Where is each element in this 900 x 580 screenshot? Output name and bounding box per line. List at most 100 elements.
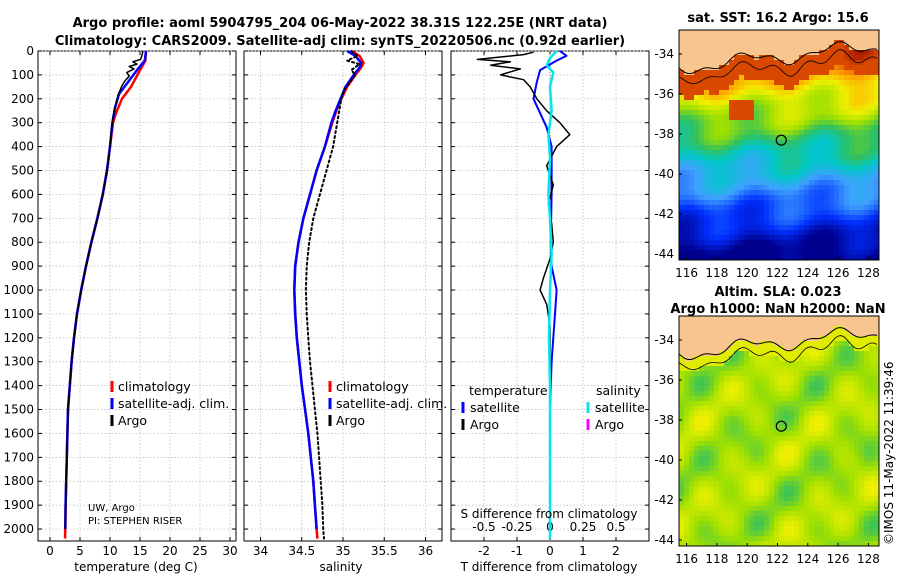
map-cell: [769, 476, 775, 482]
map-cell: [689, 200, 695, 206]
map-cell: [829, 100, 835, 106]
map-cell: [814, 120, 820, 126]
map-cell: [684, 90, 690, 96]
map-cell: [699, 331, 705, 337]
map-cell: [799, 195, 805, 201]
map-cell: [869, 110, 875, 116]
map-cell: [809, 60, 815, 66]
map-cell: [694, 205, 700, 211]
map-cell: [684, 321, 690, 327]
map-cell: [844, 471, 850, 477]
map-cell: [719, 421, 725, 427]
map-cell: [734, 516, 740, 522]
map-cell: [809, 416, 815, 422]
map-cell: [844, 316, 850, 322]
map-cell: [774, 90, 780, 96]
map-cell: [724, 205, 730, 211]
map-cell: [829, 55, 835, 61]
map-cell: [809, 220, 815, 226]
map-cell: [729, 100, 735, 106]
map-cell: [719, 175, 725, 181]
map-x-tick-label: 124: [796, 552, 819, 566]
map-cell: [784, 105, 790, 111]
map-cell: [684, 180, 690, 186]
map-cell: [769, 516, 775, 522]
map-cell: [874, 456, 879, 462]
map-cell: [679, 446, 685, 452]
map-cell: [819, 90, 825, 96]
map-cell: [714, 30, 720, 36]
map-cell: [769, 250, 775, 256]
map-cell: [819, 200, 825, 206]
map-cell: [749, 426, 755, 432]
map-cell: [799, 466, 805, 472]
map-cell: [799, 346, 805, 352]
map-cell: [859, 35, 865, 41]
map-cell: [714, 120, 720, 126]
map-cell: [864, 245, 870, 251]
map-cell: [809, 35, 815, 41]
map-cell: [849, 205, 855, 211]
map-cell: [824, 441, 830, 447]
map-cell: [724, 476, 730, 482]
map-cell: [759, 351, 765, 357]
map-cell: [844, 30, 850, 36]
map-cell: [754, 185, 760, 191]
map-cell: [729, 230, 735, 236]
map-cell: [794, 215, 800, 221]
map-cell: [769, 170, 775, 176]
map-cell: [774, 481, 780, 487]
depth-tick-label: 900: [11, 259, 34, 273]
map-cell: [779, 486, 785, 492]
map-cell: [769, 441, 775, 447]
map-cell: [764, 255, 770, 260]
map-cell: [679, 456, 685, 462]
map-cell: [734, 316, 740, 322]
map-cell: [824, 90, 830, 96]
map-cell: [849, 160, 855, 166]
map-cell: [729, 481, 735, 487]
map-cell: [714, 40, 720, 46]
map-cell: [784, 60, 790, 66]
map-cell: [734, 386, 740, 392]
map-cell: [804, 476, 810, 482]
map-cell: [794, 75, 800, 81]
map-cell: [789, 50, 795, 56]
map-cell: [754, 456, 760, 462]
map-cell: [684, 396, 690, 402]
map-cell: [824, 40, 830, 46]
map-cell: [679, 65, 685, 71]
map-cell: [774, 105, 780, 111]
map-cell: [734, 55, 740, 61]
map-cell: [834, 401, 840, 407]
map-cell: [874, 361, 879, 367]
map-cell: [784, 416, 790, 422]
map-cell: [749, 496, 755, 502]
map-cell: [739, 75, 745, 81]
map-cell: [739, 155, 745, 161]
map-cell: [844, 411, 850, 417]
map-cell: [739, 180, 745, 186]
map-cell: [869, 536, 875, 542]
map-cell: [794, 65, 800, 71]
map-cell: [689, 511, 695, 517]
map-cell: [749, 526, 755, 532]
map-cell: [774, 85, 780, 91]
map-cell: [809, 316, 815, 322]
map-cell: [714, 391, 720, 397]
map-cell: [849, 170, 855, 176]
map-cell: [729, 361, 735, 367]
map-cell: [764, 125, 770, 131]
map-cell: [799, 511, 805, 517]
map-cell: [749, 406, 755, 412]
map-cell: [764, 346, 770, 352]
map-cell: [869, 150, 875, 156]
map-cell: [679, 155, 685, 161]
map-cell: [739, 120, 745, 126]
map-cell: [709, 255, 715, 260]
map-cell: [809, 521, 815, 527]
map-cell: [699, 486, 705, 492]
map-cell: [689, 421, 695, 427]
map-cell: [839, 381, 845, 387]
map-cell: [849, 411, 855, 417]
